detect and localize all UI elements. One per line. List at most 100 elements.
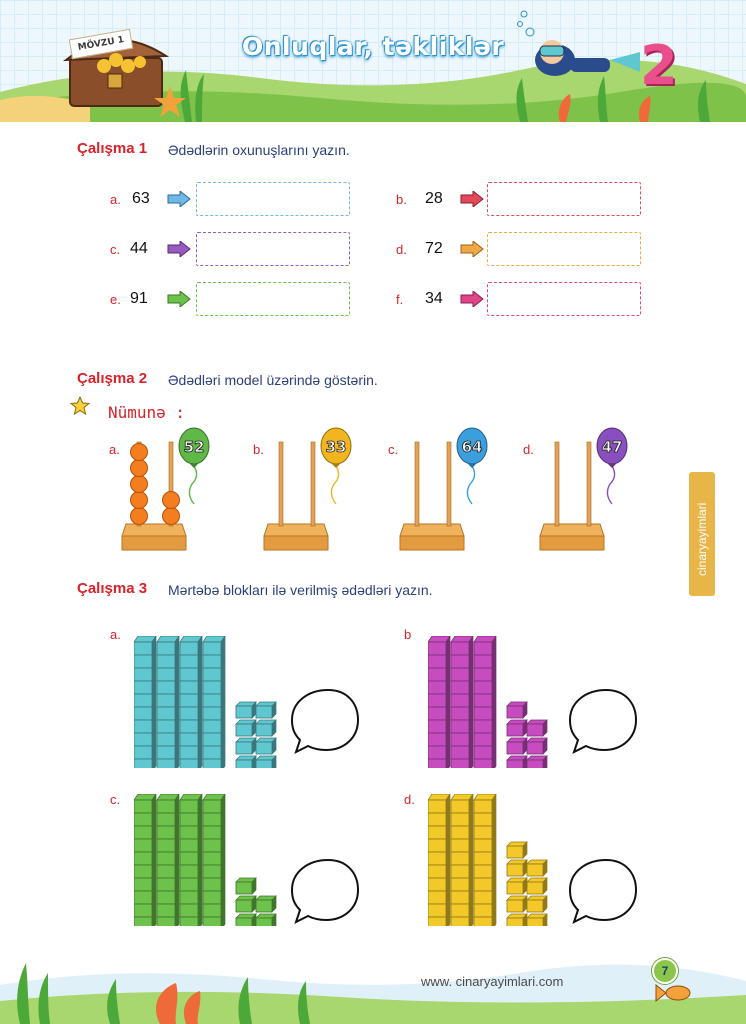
one-cube-front bbox=[526, 741, 544, 755]
one-cube-front bbox=[506, 741, 524, 755]
unit-cube bbox=[134, 719, 153, 734]
footer-url[interactable]: www. cinaryayimlari.com bbox=[421, 974, 564, 989]
abacus-rod bbox=[446, 441, 452, 527]
unit-cube bbox=[428, 825, 447, 840]
arrow-right-icon bbox=[460, 241, 484, 257]
answer-box[interactable] bbox=[487, 282, 641, 316]
unit-cube bbox=[156, 916, 176, 926]
one-cube-side bbox=[522, 913, 528, 926]
abacus-bead bbox=[162, 491, 180, 509]
unit-cube bbox=[473, 758, 493, 768]
answer-speech-bubble[interactable] bbox=[568, 856, 640, 928]
balloon-number: 47 bbox=[602, 438, 623, 456]
unit-cube bbox=[428, 745, 447, 760]
one-cube-front bbox=[526, 881, 544, 895]
ten-rod-side bbox=[220, 636, 226, 768]
unit-cube bbox=[134, 825, 153, 840]
one-cube-front bbox=[235, 881, 253, 895]
unit-cube bbox=[450, 851, 470, 866]
unit-cube bbox=[179, 732, 199, 747]
one-cube bbox=[506, 913, 528, 926]
one-cube-front bbox=[235, 741, 253, 755]
ten-rod bbox=[428, 794, 451, 926]
ten-rod-side bbox=[220, 794, 226, 926]
item-letter: c. bbox=[110, 242, 121, 257]
ten-rod-side bbox=[151, 794, 157, 926]
one-cube-front bbox=[506, 917, 524, 926]
ten-rod bbox=[450, 636, 474, 768]
arrow-right-icon bbox=[460, 291, 484, 307]
abacus-model-c[interactable]: 64 bbox=[398, 424, 498, 556]
unit-cube bbox=[134, 706, 153, 721]
unit-cube bbox=[134, 641, 153, 656]
abacus-model-d[interactable]: 47 bbox=[538, 424, 638, 556]
answer-box[interactable] bbox=[196, 182, 350, 216]
unit-cube bbox=[179, 903, 199, 918]
answer-box[interactable] bbox=[487, 232, 641, 266]
ten-rod-side bbox=[445, 794, 451, 926]
ten-rod bbox=[473, 636, 497, 768]
ten-rod-side bbox=[468, 794, 474, 926]
one-cube bbox=[526, 877, 548, 895]
one-cube bbox=[255, 719, 277, 737]
blocks-letter: a. bbox=[110, 627, 121, 642]
answer-box[interactable] bbox=[487, 182, 641, 216]
diver-icon bbox=[517, 10, 640, 76]
base-ten-blocks-b bbox=[428, 636, 548, 768]
one-cube-front bbox=[235, 723, 253, 737]
balloon-knot bbox=[608, 464, 616, 468]
ten-rod-side bbox=[197, 636, 203, 768]
unit-cube bbox=[202, 693, 222, 708]
ten-rod bbox=[156, 636, 180, 768]
unit-cube bbox=[134, 851, 153, 866]
abacus-letter: b. bbox=[253, 442, 264, 457]
answer-box[interactable] bbox=[196, 232, 350, 266]
unit-cube bbox=[202, 916, 222, 926]
unit-cube bbox=[156, 667, 176, 682]
unit-cube bbox=[202, 719, 222, 734]
one-cube bbox=[506, 895, 528, 913]
unit-cube bbox=[473, 654, 493, 669]
unit-cube bbox=[202, 799, 222, 814]
one-cube bbox=[506, 755, 528, 768]
unit-cube bbox=[450, 732, 470, 747]
answer-speech-bubble[interactable] bbox=[290, 686, 362, 758]
ten-rod bbox=[179, 636, 203, 768]
exercise1-label: Çalışma 1 bbox=[77, 140, 148, 157]
unit-cube bbox=[202, 745, 222, 760]
unit-cube bbox=[473, 851, 493, 866]
one-cube bbox=[526, 719, 548, 737]
unit-cube bbox=[450, 745, 470, 760]
unit-cube bbox=[428, 916, 447, 926]
abacus-model-b[interactable]: 33 bbox=[262, 424, 362, 556]
one-cube bbox=[526, 755, 548, 768]
unit-cube bbox=[134, 916, 153, 926]
fish-icon bbox=[655, 983, 691, 1003]
unit-cube bbox=[156, 758, 176, 768]
abacus-letter: a. bbox=[109, 442, 120, 457]
unit-cube bbox=[428, 654, 447, 669]
unit-cube bbox=[450, 706, 470, 721]
unit-cube bbox=[134, 812, 153, 827]
one-cube-front bbox=[506, 705, 524, 719]
unit-cube bbox=[202, 706, 222, 721]
one-cube bbox=[526, 859, 548, 877]
one-cube bbox=[255, 737, 277, 755]
unit-cube bbox=[450, 758, 470, 768]
answer-box[interactable] bbox=[196, 282, 350, 316]
unit-cube bbox=[473, 890, 493, 905]
unit-cube bbox=[179, 667, 199, 682]
item-number: 63 bbox=[132, 190, 150, 207]
answer-speech-bubble[interactable] bbox=[568, 686, 640, 758]
one-cube-front bbox=[506, 723, 524, 737]
answer-speech-bubble[interactable] bbox=[290, 856, 362, 928]
unit-cube bbox=[179, 758, 199, 768]
one-cube bbox=[235, 895, 257, 913]
unit-cube bbox=[156, 838, 176, 853]
one-cube-side bbox=[271, 755, 277, 768]
unit-cube bbox=[179, 680, 199, 695]
exercise2-label: Çalışma 2 bbox=[77, 370, 148, 387]
blocks-letter: d. bbox=[404, 792, 415, 807]
one-cube-front bbox=[255, 741, 273, 755]
abacus-bead bbox=[130, 491, 148, 509]
